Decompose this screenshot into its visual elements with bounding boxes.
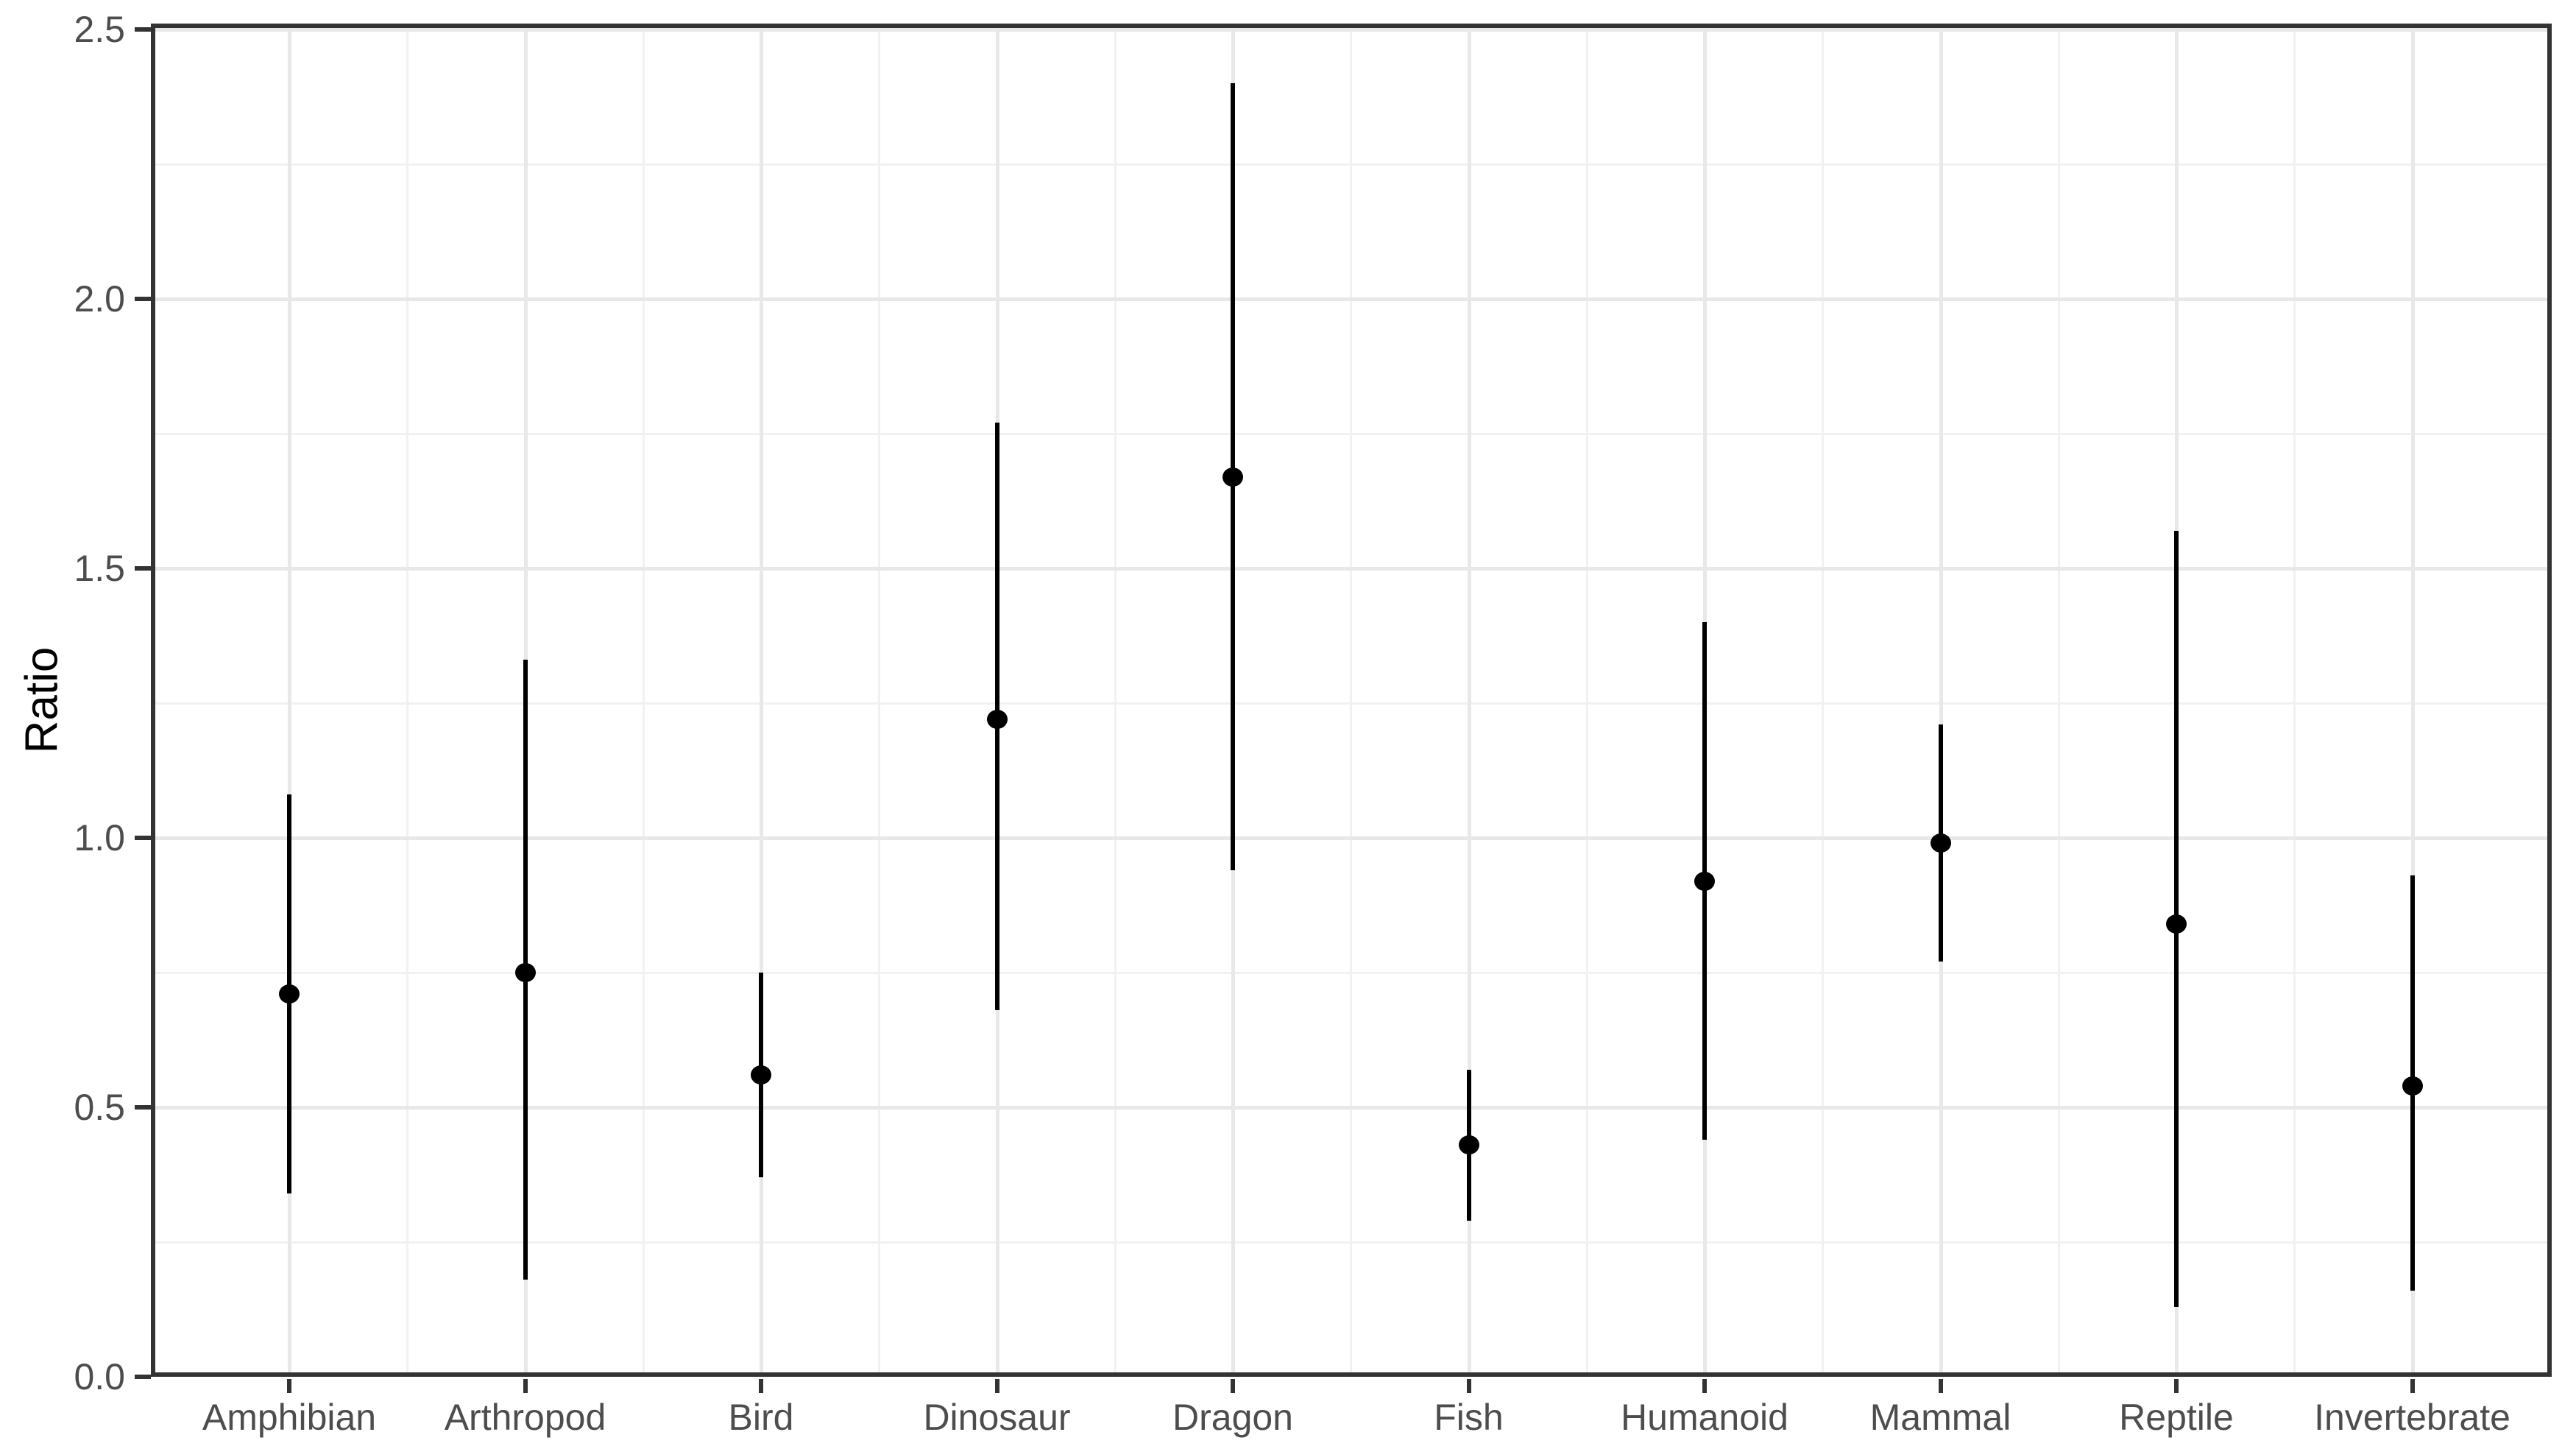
- x-tick-mark: [1938, 1379, 1943, 1393]
- x-tick-mark: [287, 1379, 291, 1393]
- y-tick-mark: [135, 27, 151, 32]
- y-tick-label: 2.0: [74, 278, 125, 320]
- gridline-h-major: [151, 567, 2552, 571]
- x-tick-mark: [994, 1379, 999, 1393]
- y-tick-mark: [135, 297, 151, 301]
- gridline-h-major: [151, 297, 2552, 301]
- x-tick-mark: [1466, 1379, 1471, 1393]
- point-dot: [1458, 1135, 1479, 1155]
- x-category-label: Invertebrate: [2314, 1397, 2510, 1438]
- x-tick-mark: [2410, 1379, 2415, 1393]
- y-tick-label: 0.5: [74, 1087, 125, 1128]
- gridline-v-major: [288, 24, 291, 1377]
- gridline-v-minor: [1350, 24, 1353, 1377]
- point-dot: [751, 1065, 771, 1085]
- x-tick-mark: [759, 1379, 763, 1393]
- point-dot: [514, 963, 536, 982]
- point-dot: [986, 709, 1008, 729]
- x-tick-mark: [1702, 1379, 1707, 1393]
- x-category-label: Dragon: [1172, 1397, 1293, 1438]
- x-category-label: Mammal: [1869, 1397, 2011, 1438]
- y-tick-mark: [135, 1105, 151, 1110]
- point-dot: [1930, 833, 1951, 853]
- point-dot: [2166, 914, 2187, 934]
- y-tick-label: 1.0: [74, 817, 125, 858]
- y-tick-mark: [135, 1375, 151, 1379]
- x-tick-mark: [1231, 1379, 1235, 1393]
- point-dot: [1694, 871, 1715, 891]
- gridline-v-major: [1467, 24, 1471, 1377]
- x-category-label: Arthropod: [444, 1397, 606, 1438]
- x-category-label: Dinosaur: [923, 1397, 1071, 1438]
- x-category-label: Fish: [1434, 1397, 1504, 1438]
- x-category-label: Reptile: [2119, 1397, 2234, 1438]
- y-tick-label: 1.5: [74, 548, 125, 589]
- x-tick-mark: [2174, 1379, 2179, 1393]
- gridline-v-minor: [2057, 24, 2060, 1377]
- gridline-v-minor: [1822, 24, 1825, 1377]
- gridline-v-major: [1939, 24, 1943, 1377]
- gridline-v-minor: [406, 24, 409, 1377]
- gridline-v-minor: [642, 24, 645, 1377]
- y-tick-label: 2.5: [74, 9, 125, 50]
- gridline-v-minor: [1585, 24, 1588, 1377]
- x-category-label: Bird: [728, 1397, 794, 1438]
- x-category-label: Amphibian: [202, 1397, 377, 1438]
- x-tick-mark: [523, 1379, 528, 1393]
- point-dot: [2402, 1076, 2423, 1096]
- gridline-h-major: [151, 1106, 2552, 1110]
- gridline-h-major: [151, 836, 2552, 840]
- gridline-v-minor: [1114, 24, 1117, 1377]
- gridline-v-major: [2410, 24, 2415, 1377]
- y-tick-mark: [135, 836, 151, 840]
- gridline-v-minor: [878, 24, 881, 1377]
- x-category-label: Humanoid: [1621, 1397, 1788, 1438]
- point-dot: [279, 984, 300, 1004]
- y-axis-title: Ratio: [16, 646, 68, 754]
- gridline-h-major: [151, 28, 2552, 32]
- y-tick-label: 0.0: [74, 1356, 125, 1397]
- point-dot: [1222, 467, 1243, 487]
- gridline-v-minor: [2293, 24, 2296, 1377]
- gridline-v-major: [760, 24, 763, 1377]
- y-tick-mark: [135, 566, 151, 571]
